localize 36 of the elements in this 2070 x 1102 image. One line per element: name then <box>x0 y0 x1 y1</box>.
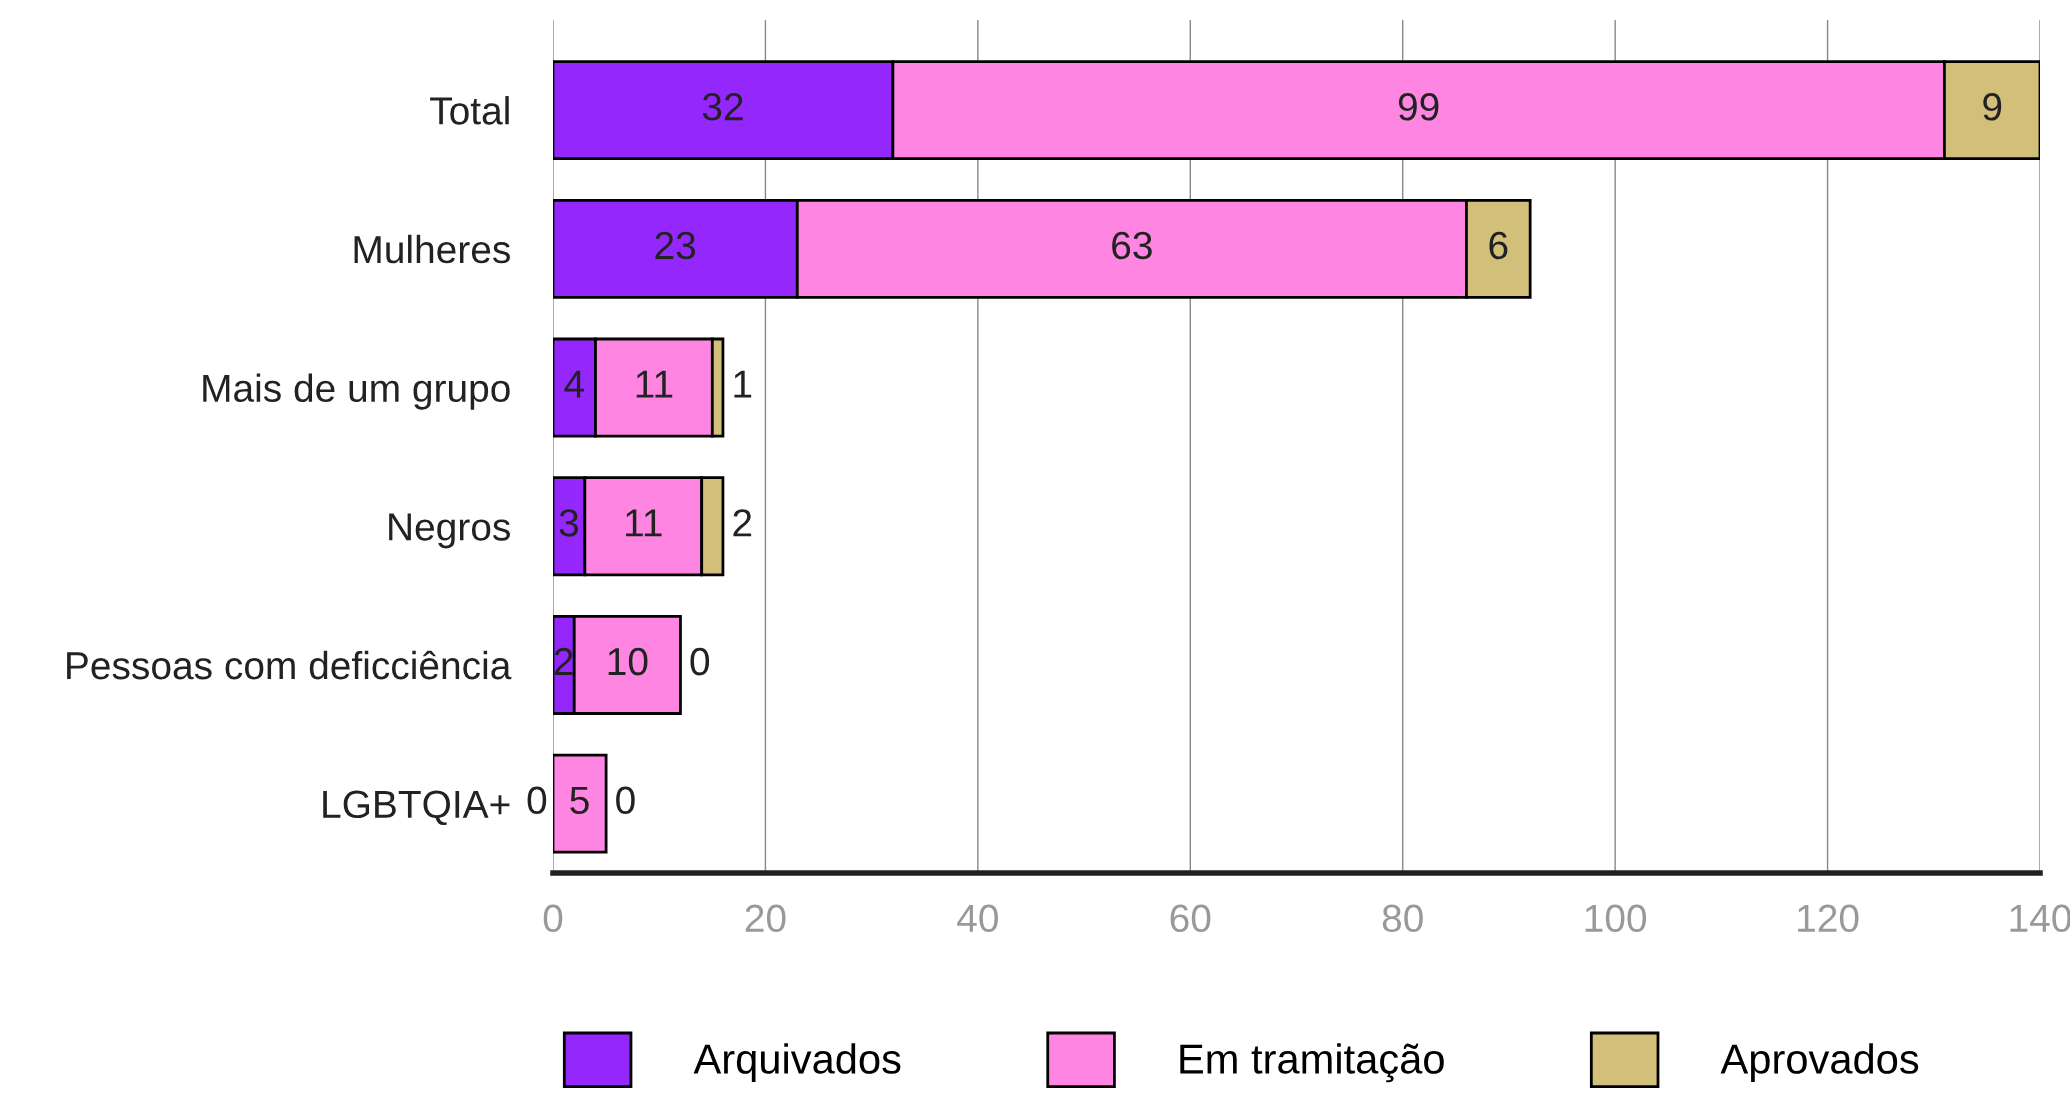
x-tick-label: 80 <box>1382 904 1423 933</box>
data-label: 1 <box>734 370 752 398</box>
legend-label: Aprovados <box>1720 1043 1919 1083</box>
data-label: 9 <box>1983 93 2002 121</box>
x-tick-label: 100 <box>1585 904 1647 933</box>
data-label: 63 <box>1112 231 1152 260</box>
data-label: 2 <box>733 509 752 537</box>
bar <box>553 753 608 854</box>
y-tick-label: Negros <box>389 513 510 549</box>
data-label: 32 <box>702 93 743 121</box>
data-label: 5 <box>570 786 589 815</box>
data-label: 3 <box>559 509 579 537</box>
legend-label: Em tramitação <box>1180 1043 1444 1083</box>
data-label: 99 <box>1398 93 1439 121</box>
data-label: 23 <box>655 231 696 260</box>
y-tick-label: Mais de um grupo <box>203 373 510 410</box>
x-tick-label: 60 <box>1170 904 1211 933</box>
x-tick-label: 0 <box>543 904 563 933</box>
x-tick-label: 140 <box>2010 904 2070 933</box>
data-label: 11 <box>636 370 673 398</box>
data-label: 10 <box>608 647 648 676</box>
y-tick-label: Total <box>430 96 509 125</box>
data-label: 4 <box>564 370 584 398</box>
data-label: 2 <box>554 647 573 676</box>
x-tick-label: 40 <box>957 904 998 933</box>
data-label: 0 <box>690 647 710 676</box>
legend-label: Arquivados <box>693 1043 901 1083</box>
x-tick-label: 120 <box>1798 904 1859 933</box>
y-tick-label: Mulheres <box>354 234 510 264</box>
data-label: 0 <box>616 786 635 815</box>
data-label: 0 <box>527 786 547 815</box>
data-label: 11 <box>626 509 662 537</box>
y-tick-label: LGBTQIA+ <box>323 790 510 826</box>
data-label: 6 <box>1489 231 1508 260</box>
x-tick-label: 20 <box>745 904 786 933</box>
y-tick-label: Pessoas com deficciência <box>67 650 512 680</box>
